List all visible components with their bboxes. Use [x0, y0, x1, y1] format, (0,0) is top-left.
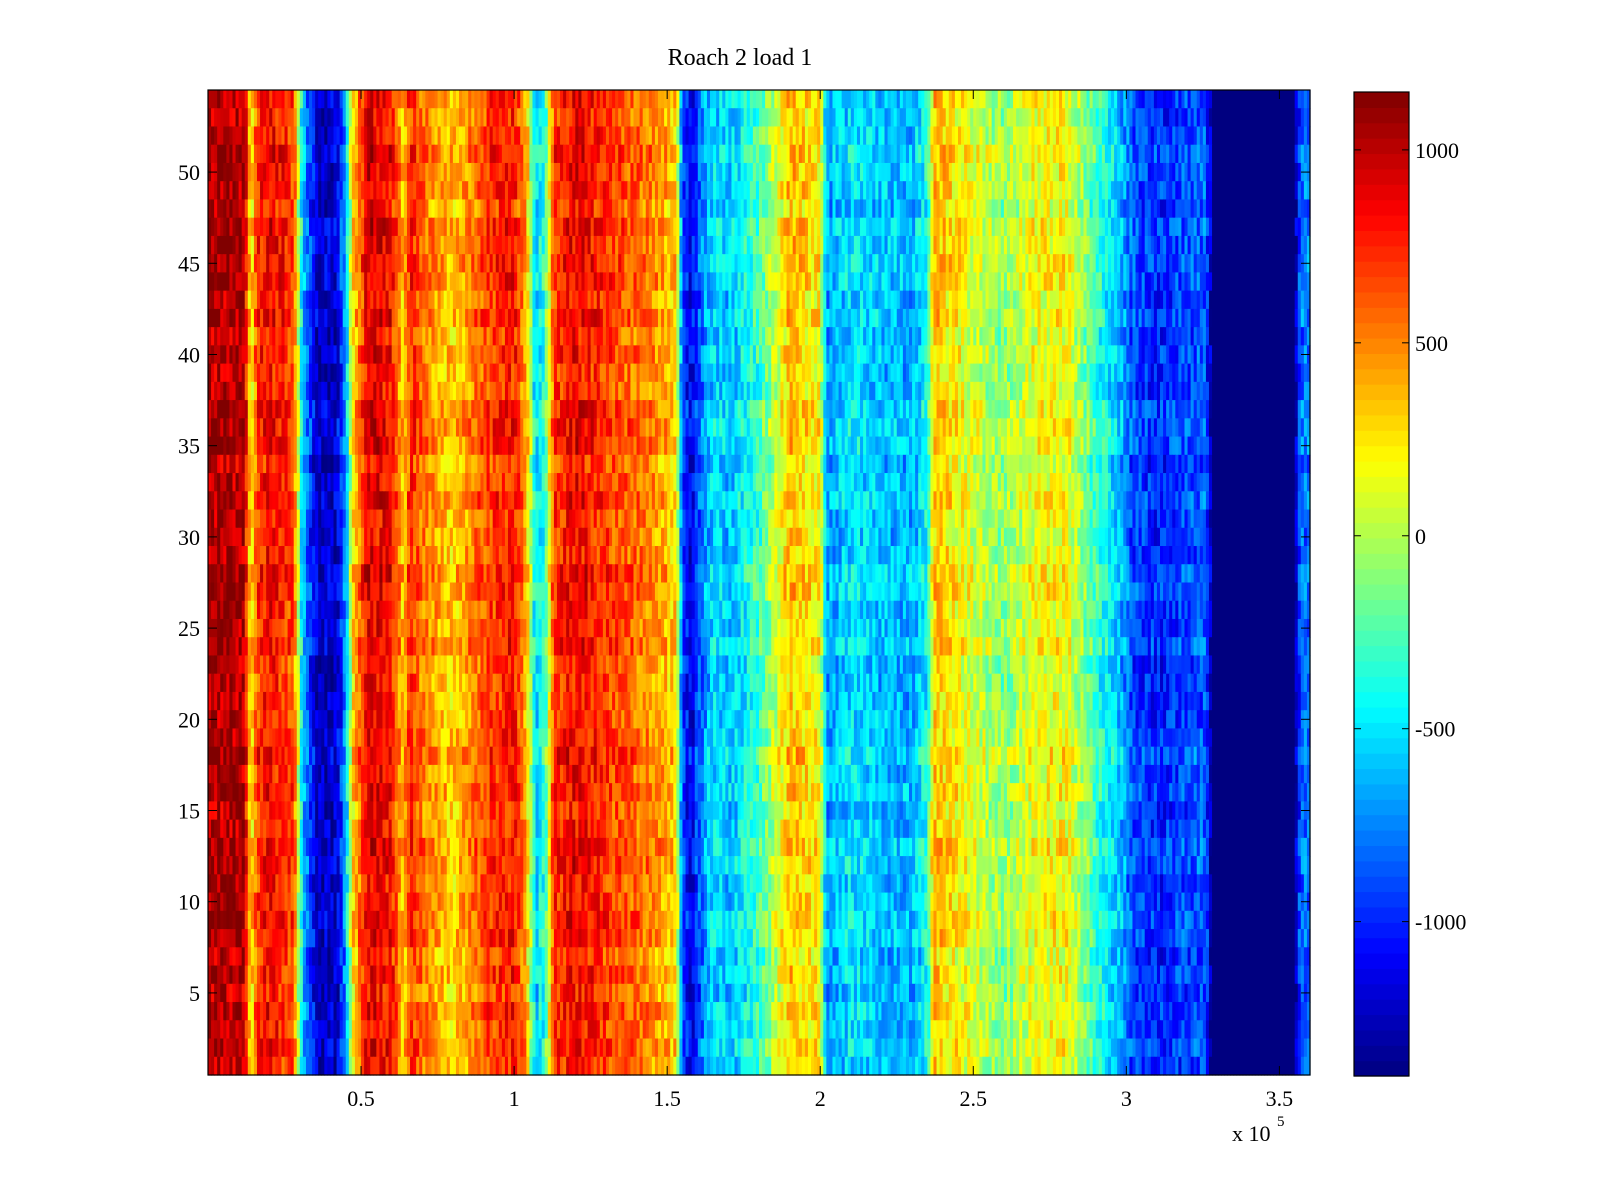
chart-title: Roach 2 load 1 — [668, 45, 813, 71]
heatmap-figure: Roach 2 load 1 0.5 1 1.5 2 2.5 3 3.5 510152025… — [0, 0, 1600, 1200]
heatmap-cells — [208, 90, 1311, 1076]
